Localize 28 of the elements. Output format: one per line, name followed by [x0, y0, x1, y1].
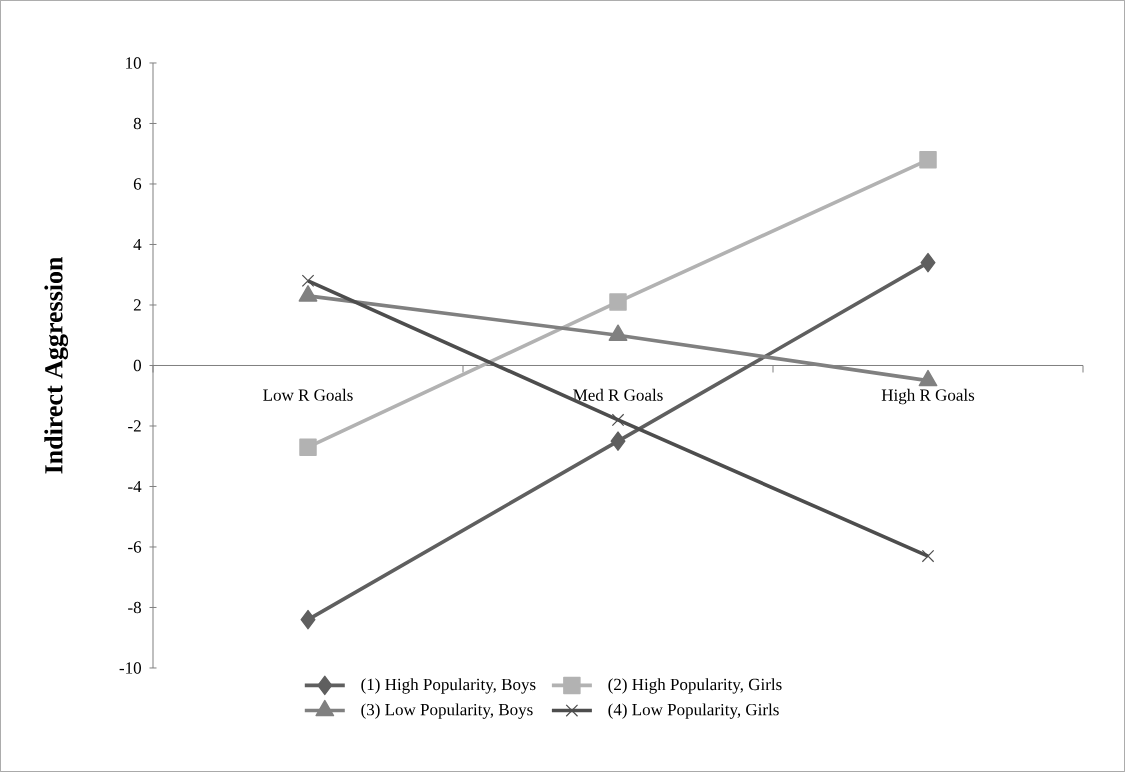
point	[919, 151, 937, 169]
y-tick-label: 0	[133, 359, 141, 372]
point	[610, 431, 626, 451]
point	[609, 293, 627, 311]
legend-label: (4) Low Popularity, Girls	[608, 703, 779, 719]
point	[611, 413, 625, 427]
y-tick-label: 2	[133, 299, 141, 311]
point	[300, 609, 316, 630]
legend-label: (1) High Popularity, Boys	[361, 678, 536, 694]
y-tick-label: 10	[126, 57, 141, 69]
legend-label: (3) Low Popularity, Boys	[361, 703, 533, 719]
y-tick-label: -2	[128, 420, 141, 432]
point	[299, 438, 317, 456]
y-tick-label: -6	[128, 541, 142, 553]
x-tick-label: Low R Goals	[263, 388, 353, 401]
legend-label: (2) High Popularity, Girls	[608, 678, 782, 694]
point	[301, 274, 315, 288]
y-tick-label: -4	[128, 480, 142, 493]
point	[920, 252, 936, 273]
y-tick-label: -8	[128, 601, 141, 614]
y-tick-label: 4	[133, 238, 142, 251]
y-axis-title: Indirect Aggression	[44, 256, 69, 474]
point	[921, 549, 935, 563]
y-tick-label: 6	[133, 178, 142, 190]
x-tick-label: Med R Goals	[573, 388, 663, 401]
x-tick-label: High R Goals	[881, 388, 975, 405]
y-tick-label: -10	[119, 662, 141, 674]
y-tick-label: 8	[133, 117, 141, 130]
